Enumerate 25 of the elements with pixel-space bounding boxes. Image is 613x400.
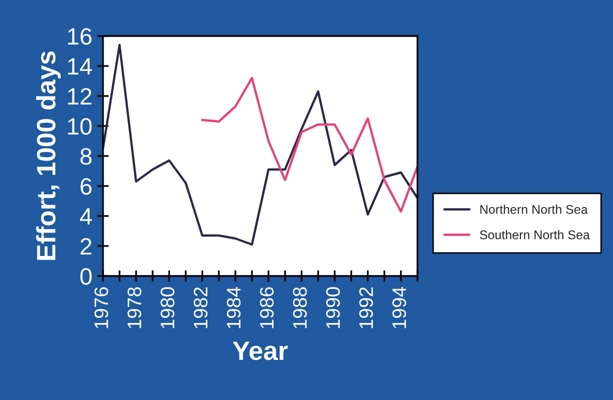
line-series (201, 76, 418, 213)
line-series (102, 44, 418, 246)
x-tick-label: 1988 (293, 287, 307, 328)
y-tick-label: 16 (68, 28, 92, 45)
y-tick-label: 0 (80, 268, 92, 285)
y-axis-title: Effort, 1000 days (36, 51, 61, 260)
x-tick-label: 1990 (326, 287, 340, 328)
y-tick-label: 10 (68, 118, 92, 135)
y-tick-label: 2 (80, 238, 92, 255)
y-tick-label: 6 (80, 178, 92, 195)
x-tick-label: 1980 (160, 287, 174, 328)
legend-label: Southern North Sea (480, 230, 590, 240)
y-tick-label: 12 (68, 88, 92, 105)
x-tick-label: 1978 (128, 287, 142, 328)
x-tick-label: 1986 (260, 287, 274, 328)
y-tick-label: 4 (80, 208, 92, 225)
x-axis-title: Year (232, 342, 288, 360)
y-tick-label: 8 (80, 148, 92, 165)
x-tick-label: 1982 (194, 287, 208, 328)
x-tick-label: 1994 (392, 286, 406, 328)
legend-label: Northern North Sea (480, 204, 588, 214)
y-tick-label: 14 (68, 58, 92, 75)
x-tick-label: 1984 (226, 286, 241, 328)
x-tick-label: 1992 (359, 287, 374, 328)
x-tick-label: 1976 (94, 287, 108, 328)
